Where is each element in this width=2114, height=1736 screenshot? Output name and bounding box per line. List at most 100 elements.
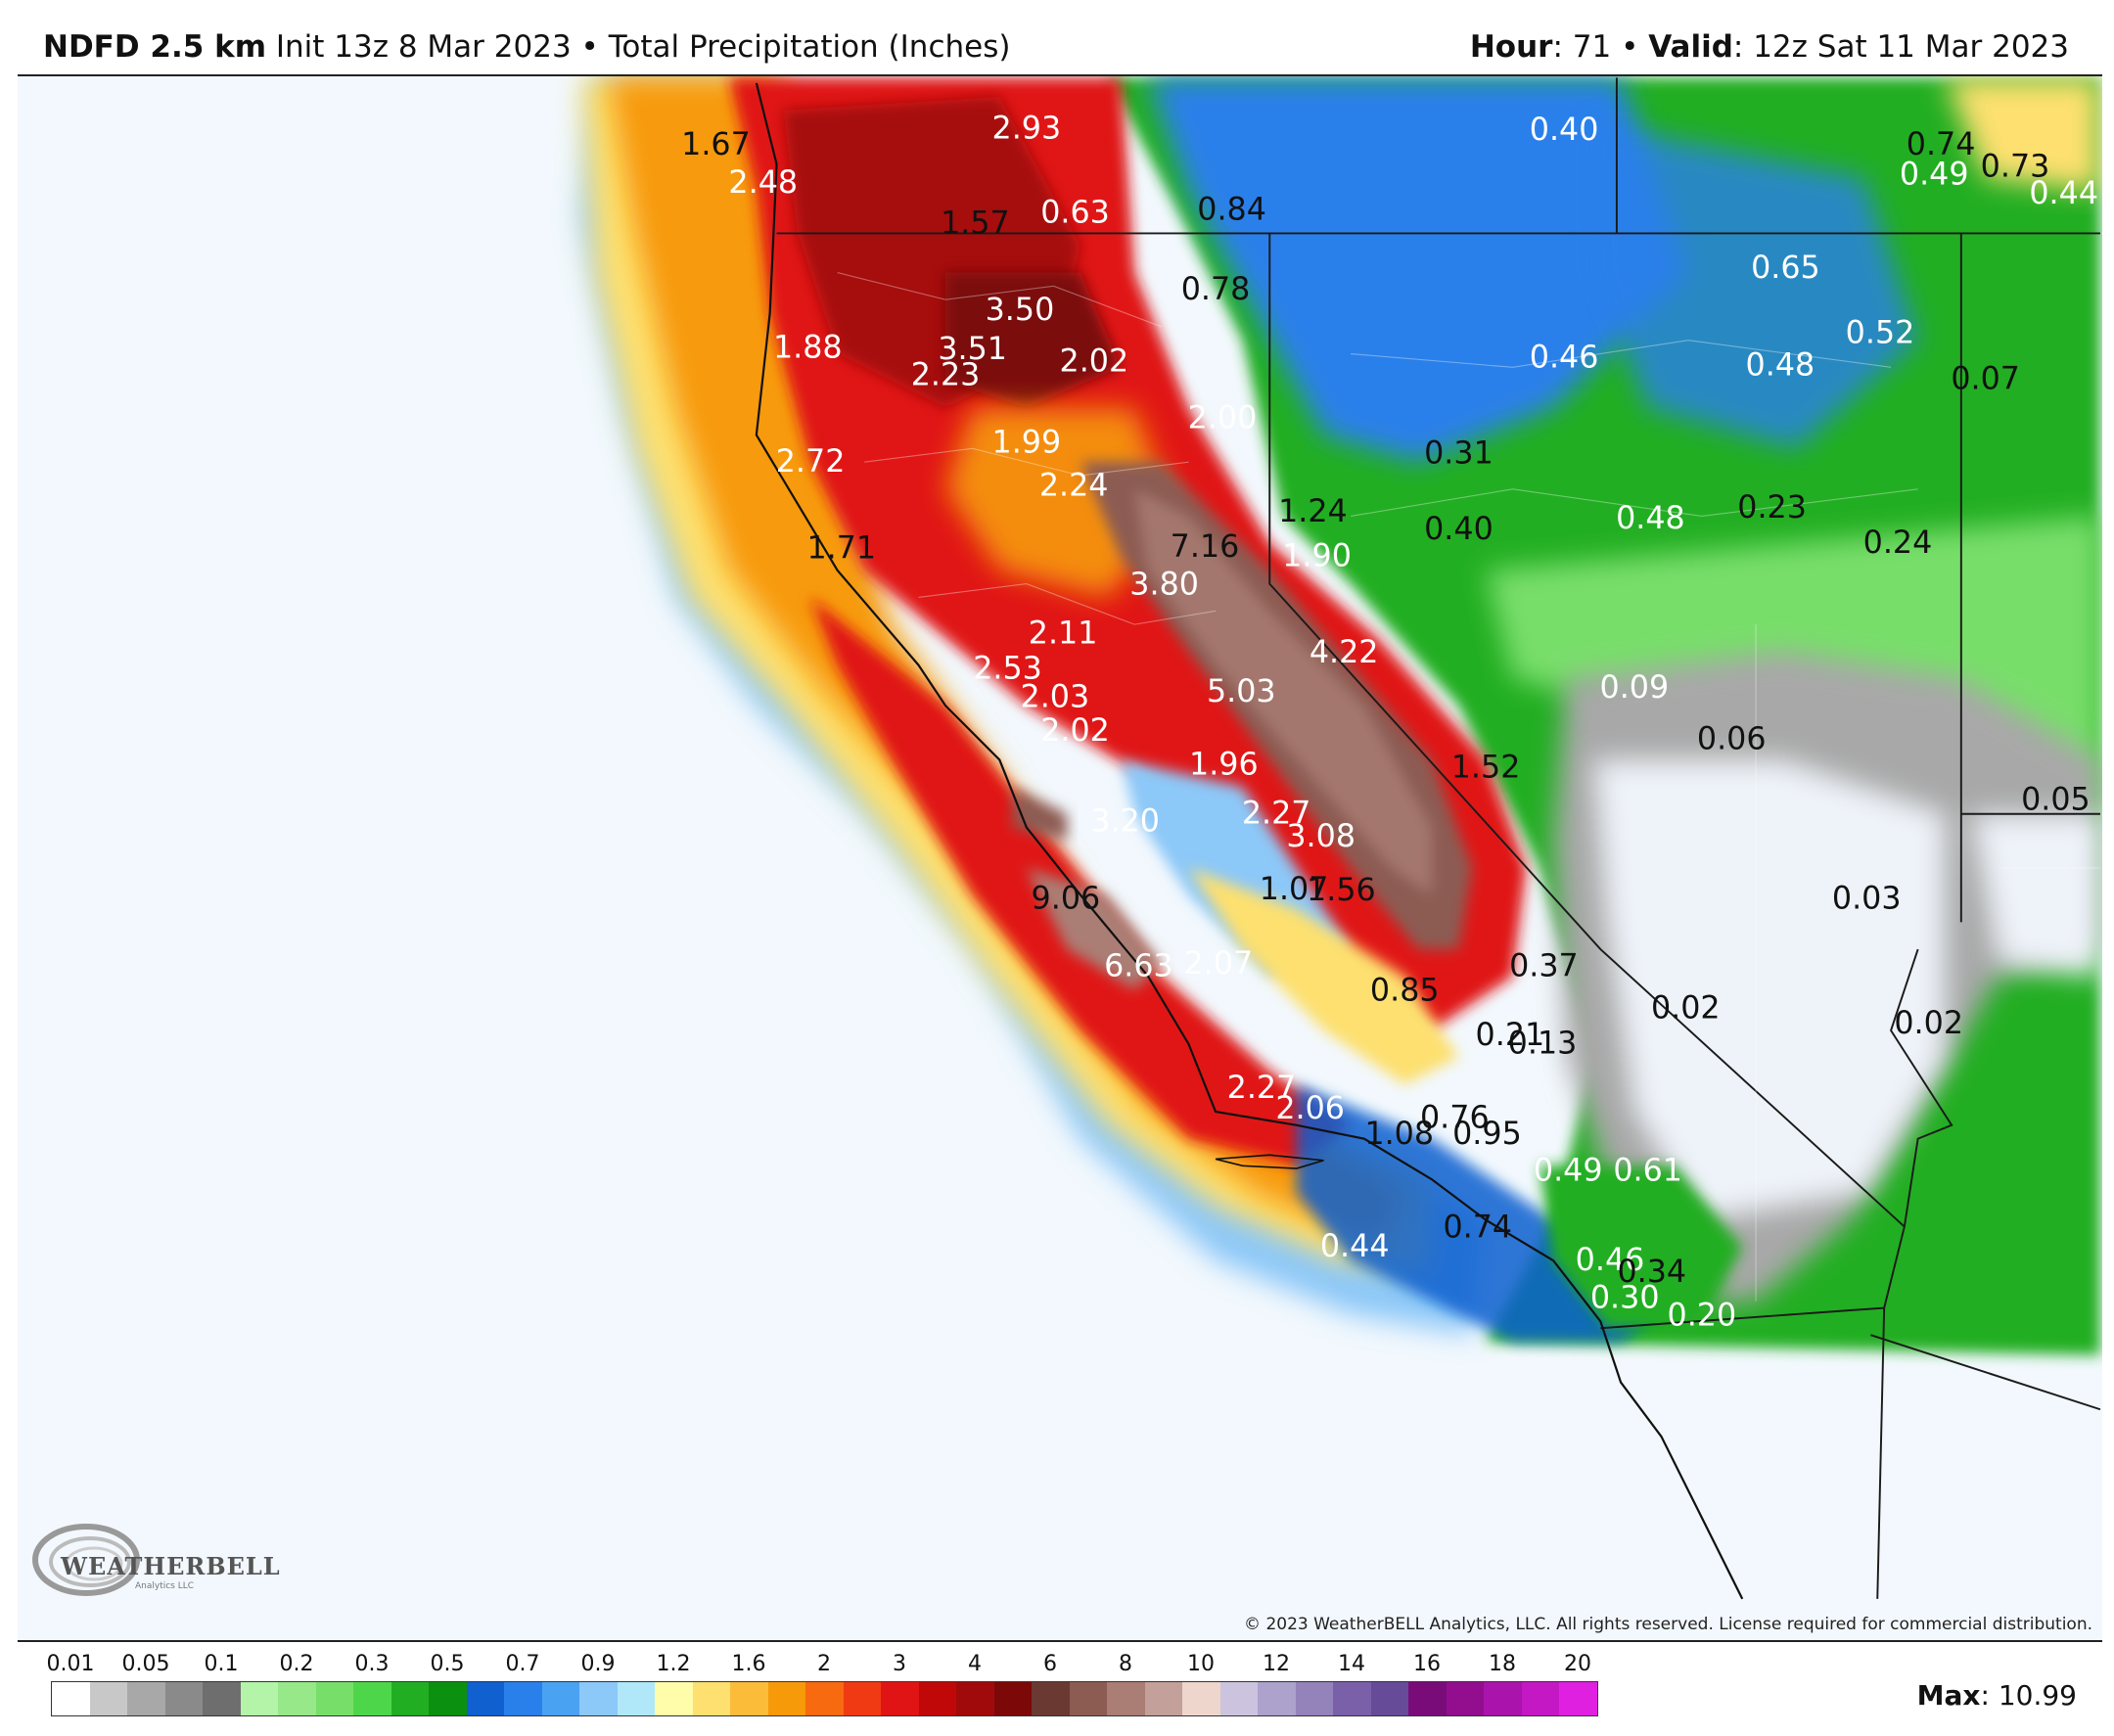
legend-swatch xyxy=(1484,1682,1522,1715)
legend-swatch xyxy=(1521,1682,1559,1715)
max-label: Max xyxy=(1916,1679,1981,1712)
bullet-separator-2: • xyxy=(1621,29,1639,65)
precip-value-label: 5.03 xyxy=(1207,674,1276,709)
precip-value-label: 0.05 xyxy=(2021,783,2091,818)
logo-subtext: Analytics LLC xyxy=(135,1581,195,1591)
precip-value-label: 1.57 xyxy=(941,206,1010,241)
precip-value-label: 1.67 xyxy=(681,127,751,162)
legend-tick-label: 0.9 xyxy=(580,1652,616,1676)
precip-value-label: 0.48 xyxy=(1616,501,1685,536)
legend-swatch xyxy=(315,1682,353,1715)
logo-swirl-icon xyxy=(32,1524,140,1596)
legend-swatch xyxy=(1446,1682,1484,1715)
color-legend: 0.01 0.05 0.1 0.2 0.3 0.5 0.7 0.9 1.2 1.6 2 3 4 6 8 10 1… xyxy=(18,1644,2102,1736)
precip-value-label: 6.63 xyxy=(1104,949,1173,984)
precip-value-label: 0.95 xyxy=(1452,1117,1522,1152)
precip-value-label: 0.49 xyxy=(1534,1153,1603,1188)
valid-label: Valid xyxy=(1648,29,1733,65)
precip-value-label: 3.08 xyxy=(1286,819,1356,854)
legend-tick-label: 1.2 xyxy=(656,1652,691,1676)
logo-text: WEATHERBELL xyxy=(61,1552,281,1580)
precip-value-label: 0.34 xyxy=(1617,1255,1686,1290)
precipitation-map[interactable]: 1.67 2.48 2.93 1.57 0.63 0.84 0.40 0.74 0.49 0.73… xyxy=(18,74,2102,1642)
precip-value-label: 0.52 xyxy=(1846,315,1915,350)
legend-color-bar xyxy=(51,1681,1598,1716)
legend-tick-label: 2 xyxy=(817,1652,831,1676)
legend-swatch xyxy=(240,1682,278,1715)
precip-value-label: 1.52 xyxy=(1451,750,1521,785)
init-time: Init 13z 8 Mar 2023 xyxy=(275,29,572,65)
legend-swatch xyxy=(52,1682,90,1715)
legend-tick-label: 12 xyxy=(1263,1652,1290,1676)
legend-swatch xyxy=(466,1682,504,1715)
legend-tick-label: 0.05 xyxy=(121,1652,170,1676)
precip-value-label: 0.49 xyxy=(1900,158,1969,193)
precip-value-label: 0.44 xyxy=(2029,176,2098,211)
precip-value-label: 2.11 xyxy=(1029,616,1098,651)
precip-value-label: 1.88 xyxy=(773,331,843,366)
legend-swatch xyxy=(918,1682,956,1715)
precip-field xyxy=(580,77,2100,1355)
precip-value-label: 4.22 xyxy=(1310,635,1379,670)
model-name: NDFD 2.5 km xyxy=(43,29,267,65)
legend-swatch xyxy=(1144,1682,1182,1715)
legend-tick-label: 0.5 xyxy=(430,1652,465,1676)
precip-value-label: 0.85 xyxy=(1370,974,1440,1009)
legend-swatch xyxy=(1069,1682,1107,1715)
weatherbell-logo: WEATHERBELL Analytics LLC xyxy=(25,1505,280,1613)
precip-value-label: 0.74 xyxy=(1443,1211,1512,1246)
header-left: NDFD 2.5 km Init 13z 8 Mar 2023 • Total … xyxy=(43,20,1010,74)
legend-swatch xyxy=(1408,1682,1447,1715)
precip-value-label: 0.40 xyxy=(1530,113,1599,148)
precip-value-label: 2.53 xyxy=(973,651,1042,686)
legend-swatch xyxy=(541,1682,579,1715)
precip-value-label: 0.03 xyxy=(1832,882,1902,917)
legend-swatch xyxy=(391,1682,429,1715)
precip-value-label: 0.76 xyxy=(1420,1101,1490,1136)
legend-swatch xyxy=(164,1682,203,1715)
legend-swatch xyxy=(1333,1682,1371,1715)
max-number: : 10.99 xyxy=(1980,1679,2078,1712)
precip-value-label: 0.02 xyxy=(1894,1006,1963,1041)
legend-swatch xyxy=(89,1682,127,1715)
legend-tick-label: 16 xyxy=(1413,1652,1441,1676)
legend-swatch xyxy=(1370,1682,1408,1715)
legend-swatch xyxy=(579,1682,618,1715)
precip-value-label: 0.44 xyxy=(1320,1229,1390,1264)
legend-swatch xyxy=(203,1682,241,1715)
legend-tick-label: 14 xyxy=(1338,1652,1365,1676)
legend-tick-label: 0.2 xyxy=(279,1652,314,1676)
precip-value-label: 0.74 xyxy=(1907,127,1976,162)
precip-value-label: 0.63 xyxy=(1040,195,1110,230)
state-borders xyxy=(776,77,2101,1599)
legend-tick-label: 3 xyxy=(893,1652,906,1676)
precip-value-label: 1.56 xyxy=(1307,873,1376,908)
precip-value-label: 0.09 xyxy=(1600,670,1670,706)
precip-value-label: 1.08 xyxy=(1364,1117,1434,1152)
precip-value-label: 0.06 xyxy=(1697,721,1767,756)
legend-swatch xyxy=(1559,1682,1597,1715)
precip-value-label: 0.31 xyxy=(1424,436,1494,472)
legend-tick-label: 20 xyxy=(1564,1652,1591,1676)
legend-swatch xyxy=(353,1682,391,1715)
legend-swatch xyxy=(1219,1682,1258,1715)
precip-value-label: 9.06 xyxy=(1032,882,1101,917)
precip-value-label: 0.21 xyxy=(1476,1018,1545,1053)
precip-value-label: 2.02 xyxy=(1040,713,1110,749)
precip-value-label: 0.65 xyxy=(1751,251,1820,286)
legend-swatch xyxy=(429,1682,467,1715)
copyright-notice: © 2023 WeatherBELL Analytics, LLC. All r… xyxy=(1244,1615,2092,1634)
hour-value: : 71 xyxy=(1552,29,1612,65)
precip-value-label: 0.37 xyxy=(1509,949,1579,984)
legend-swatch xyxy=(1295,1682,1333,1715)
legend-tick-label: 8 xyxy=(1119,1652,1132,1676)
legend-swatch xyxy=(617,1682,655,1715)
legend-swatch xyxy=(843,1682,881,1715)
legend-swatch xyxy=(730,1682,768,1715)
header-right: Hour: 71 • Valid: 12z Sat 11 Mar 2023 xyxy=(1470,20,2069,74)
product-name: Total Precipitation (Inches) xyxy=(608,29,1011,65)
precip-value-label: 2.06 xyxy=(1275,1091,1345,1126)
legend-swatch xyxy=(767,1682,805,1715)
coastline xyxy=(755,82,1744,1600)
precip-value-label: 0.07 xyxy=(1951,361,2020,396)
